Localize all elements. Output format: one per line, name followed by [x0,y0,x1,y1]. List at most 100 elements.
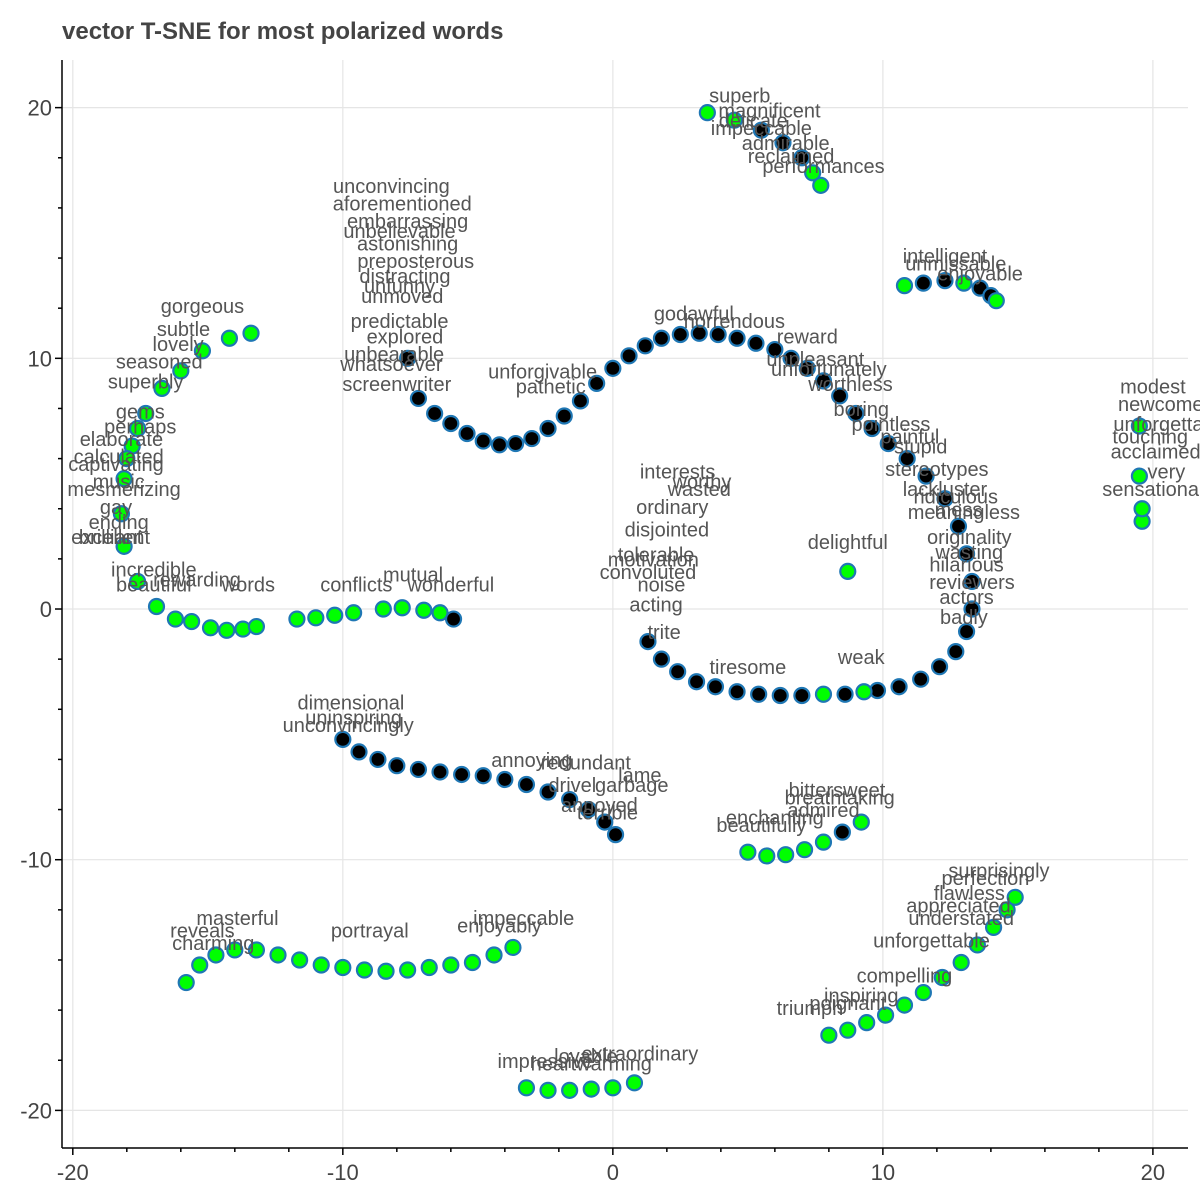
data-point-63 [814,685,833,703]
word-label-21: worthless [807,374,892,396]
data-point-89 [307,609,325,627]
word-label-7: unfunny [364,276,435,298]
data-point-118 [852,813,870,831]
data-point-61 [855,683,873,701]
data-point-138 [858,1014,876,1032]
x-tick-label: 0 [607,1160,619,1185]
data-point-44 [831,387,849,405]
word-label-93: unconvincingly [283,715,414,737]
data-point-7 [895,277,914,295]
data-point-80 [129,572,147,591]
word-label-61: modest [1120,376,1186,398]
word-label-2: embarrassing [347,211,468,233]
data-point-75 [137,404,155,423]
word-label-8: unmoved [361,286,443,308]
data-point-71 [652,650,671,668]
data-point-153 [625,1074,644,1092]
data-point-109 [579,800,598,819]
word-label-123: lovable [554,1046,617,1068]
word-label-18: reward [777,326,838,348]
data-point-104 [474,767,492,785]
data-point-95 [431,604,449,622]
word-label-107: reveals [170,920,234,942]
data-point-46 [863,419,881,438]
word-label-30: meaningless [908,502,1020,524]
word-label-111: portrayal [331,920,409,942]
data-point-65 [771,686,789,705]
data-point-98 [350,743,368,761]
word-label-62: newcomers [1118,394,1200,416]
data-point-90 [326,606,344,624]
word-label-24: painful [880,427,939,449]
data-point-53 [963,572,981,591]
data-point-74 [153,379,171,398]
data-point-146 [998,901,1016,919]
data-point-144 [968,936,986,954]
word-labels: unconvincingaforementionedembarrassingun… [67,86,1200,1076]
word-label-44: motivation [608,549,699,571]
data-point-31 [604,359,622,377]
word-label-84: incredible [111,559,197,581]
data-point-97 [334,730,352,748]
data-point-129 [377,962,395,980]
word-label-120: poignant [809,993,886,1015]
word-label-83: excellent [71,527,150,549]
word-label-28: ridiculous [914,487,998,509]
x-tick-label: 10 [871,1160,895,1185]
data-point-73 [839,562,857,581]
data-point-85 [218,621,236,639]
data-point-110 [596,813,614,831]
data-point-3 [774,134,792,152]
word-label-50: weak [837,647,886,669]
word-label-64: touching [1112,427,1188,449]
word-label-9: predictable [351,311,449,333]
data-point-125 [291,951,309,969]
word-label-20: unfortunately [771,359,887,381]
data-point-84 [201,619,220,637]
word-label-3: unbelievable [343,221,455,243]
word-label-34: hilarious [929,554,1003,576]
word-label-48: trite [647,622,680,644]
data-point-103 [453,765,471,784]
data-point-26 [523,429,541,448]
word-label-74: perhaps [104,417,176,439]
scatter-points [112,104,1151,1099]
y-tick-label: 20 [28,96,52,121]
data-point-87 [247,617,266,636]
x-tick-label: -10 [327,1160,359,1185]
y-tick-label: -10 [20,848,52,873]
chart-title: vector T-SNE for most polarized words [62,18,504,45]
word-label-16: godawful [654,304,734,326]
word-label-104: enchanting [726,808,824,830]
word-label-38: interests [640,462,716,484]
data-point-9 [936,272,954,290]
data-point-72 [639,633,657,651]
word-label-26: stereotypes [885,459,988,481]
data-point-36 [690,324,708,342]
word-label-105: beautifully [716,815,806,837]
data-point-119 [177,973,195,992]
data-point-33 [636,337,654,355]
data-point-66 [750,685,768,703]
word-label-89: mutual [383,564,443,586]
data-point-156 [193,342,212,360]
word-label-58: intelligent [903,246,988,268]
data-point-45 [847,404,865,423]
data-point-67 [728,683,746,701]
data-point-147 [1006,888,1024,906]
word-label-59: unmissable [905,254,1006,276]
data-point-8 [914,274,932,292]
data-point-99 [369,750,387,769]
data-point-82 [166,610,185,628]
word-label-22: boring [833,399,889,421]
word-label-56: reclaimed [748,146,835,168]
data-point-93 [393,599,411,617]
data-point-145 [984,918,1003,936]
word-label-57: performances [762,156,884,178]
data-point-29 [571,392,590,410]
word-label-72: superbly [108,371,184,393]
data-point-18 [399,349,417,367]
data-point-25 [507,434,525,453]
word-label-43: tolerable [618,544,695,566]
